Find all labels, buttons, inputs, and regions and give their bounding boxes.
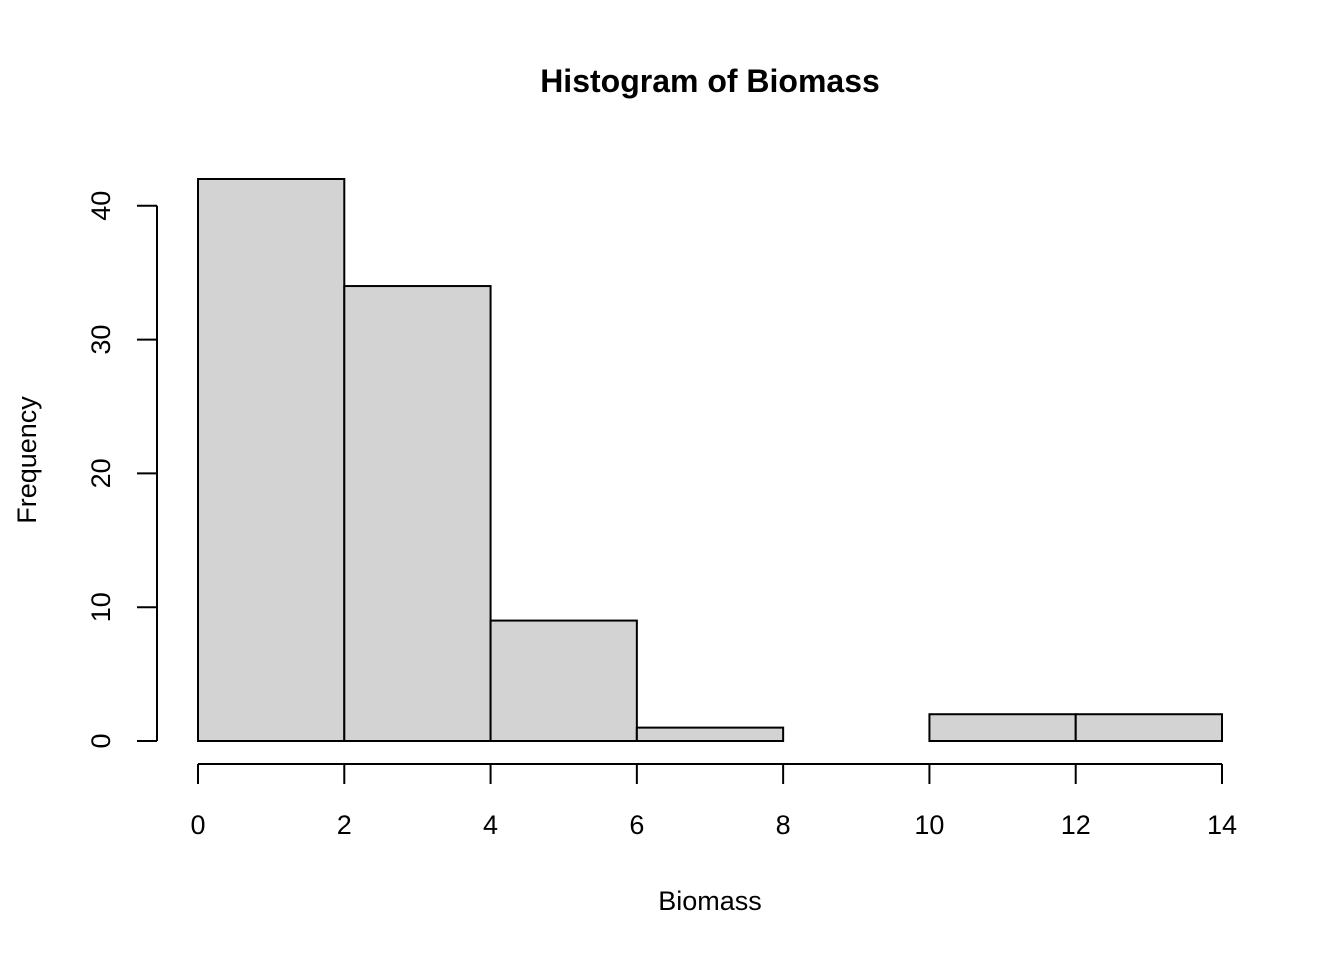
x-axis-title: Biomass	[658, 886, 762, 916]
y-tick-label: 20	[86, 458, 116, 488]
x-tick-label: 12	[1061, 810, 1091, 840]
histogram-bar	[343, 285, 492, 742]
y-tick-label: 30	[86, 325, 116, 355]
y-tick-label: 40	[86, 191, 116, 221]
histogram-bar	[197, 178, 346, 742]
histogram-bar	[1074, 713, 1223, 743]
x-tick-label: 0	[190, 810, 205, 840]
chart-title: Histogram of Biomass	[540, 63, 880, 99]
histogram-bars	[197, 178, 1223, 743]
x-tick-label: 14	[1207, 810, 1237, 840]
histogram-bar	[489, 619, 638, 742]
x-tick-label: 8	[776, 810, 791, 840]
histogram-bar	[635, 726, 785, 742]
histogram-bar	[928, 713, 1077, 743]
x-axis: 0 2 4 6 8 10 12 14	[190, 763, 1237, 840]
y-tick-label: 0	[86, 733, 116, 748]
y-tick-label: 10	[86, 592, 116, 622]
x-tick-label: 10	[914, 810, 944, 840]
y-axis-title: Frequency	[12, 396, 42, 524]
y-axis: 0 10 20 30 40	[86, 191, 158, 749]
x-tick-label: 2	[337, 810, 352, 840]
x-tick-label: 6	[629, 810, 644, 840]
x-tick-label: 4	[483, 810, 498, 840]
